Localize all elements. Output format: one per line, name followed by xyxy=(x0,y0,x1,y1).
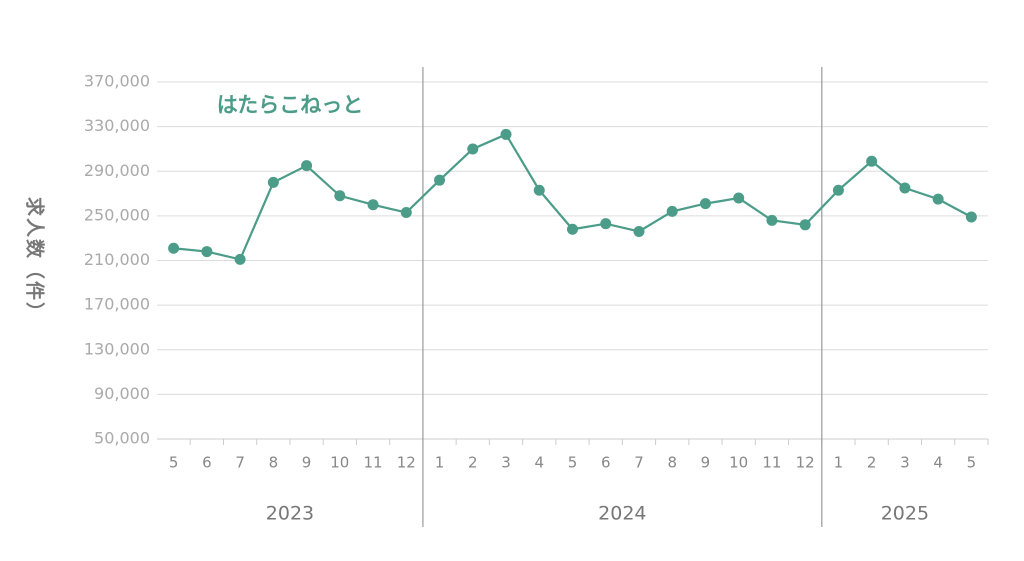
data-point xyxy=(434,174,446,186)
data-point xyxy=(301,160,313,172)
data-point xyxy=(234,253,246,265)
x-tick-label: 4 xyxy=(534,454,544,472)
x-tick-label: 8 xyxy=(269,454,279,472)
x-tick-label: 6 xyxy=(202,454,212,472)
data-point xyxy=(267,176,279,188)
data-point xyxy=(832,184,844,196)
x-tick-label: 9 xyxy=(701,454,711,472)
x-tick-label: 1 xyxy=(435,454,445,472)
x-tick-label: 3 xyxy=(900,454,910,472)
data-point xyxy=(201,246,213,258)
data-point xyxy=(733,192,745,204)
data-point xyxy=(666,205,678,217)
x-tick-label: 4 xyxy=(933,454,943,472)
year-label: 2025 xyxy=(881,503,929,525)
y-tick-label: 210,000 xyxy=(84,250,150,269)
y-tick-label: 330,000 xyxy=(84,116,150,135)
data-point xyxy=(932,193,944,205)
x-tick-label: 2 xyxy=(468,454,478,472)
y-tick-label: 130,000 xyxy=(84,339,150,358)
x-tick-label: 8 xyxy=(667,454,677,472)
data-point xyxy=(367,199,379,211)
data-point xyxy=(799,219,811,231)
data-point xyxy=(168,242,180,254)
x-tick-label: 7 xyxy=(634,454,644,472)
data-point xyxy=(965,211,977,223)
data-point xyxy=(467,143,479,155)
y-tick-label: 290,000 xyxy=(84,161,150,180)
y-tick-label: 170,000 xyxy=(84,295,150,314)
y-tick-label: 90,000 xyxy=(94,384,150,403)
year-label: 2024 xyxy=(598,503,646,525)
x-tick-label: 2 xyxy=(867,454,877,472)
data-point xyxy=(567,223,578,235)
y-tick-label: 250,000 xyxy=(84,205,150,224)
data-point xyxy=(533,184,545,196)
x-tick-label: 6 xyxy=(601,454,611,472)
y-axis-label: 求人数（件） xyxy=(24,197,47,323)
year-label: 2023 xyxy=(266,503,314,525)
data-point xyxy=(866,155,878,167)
x-tick-label: 10 xyxy=(330,454,349,472)
data-point xyxy=(899,182,911,194)
x-tick-label: 12 xyxy=(397,454,416,472)
x-tick-label: 7 xyxy=(235,454,245,472)
x-tick-label: 11 xyxy=(762,454,781,472)
x-tick-label: 12 xyxy=(796,454,815,472)
data-point xyxy=(766,214,778,226)
y-tick-label: 370,000 xyxy=(84,72,150,91)
x-tick-label: 9 xyxy=(302,454,312,472)
data-point xyxy=(400,207,412,219)
data-point xyxy=(699,198,711,210)
x-tick-label: 10 xyxy=(729,454,748,472)
data-point xyxy=(600,218,612,230)
chart-title: はたらこねっと xyxy=(217,93,364,117)
x-tick-label: 11 xyxy=(364,454,383,472)
x-tick-label: 5 xyxy=(169,454,179,472)
data-line xyxy=(173,133,972,261)
data-point xyxy=(633,225,645,237)
x-tick-label: 5 xyxy=(568,454,578,472)
data-point xyxy=(500,128,512,140)
data-point xyxy=(334,190,346,202)
y-tick-label: 50,000 xyxy=(94,429,150,448)
x-tick-label: 3 xyxy=(501,454,511,472)
x-tick-label: 5 xyxy=(967,454,977,472)
x-tick-label: 1 xyxy=(834,454,844,472)
